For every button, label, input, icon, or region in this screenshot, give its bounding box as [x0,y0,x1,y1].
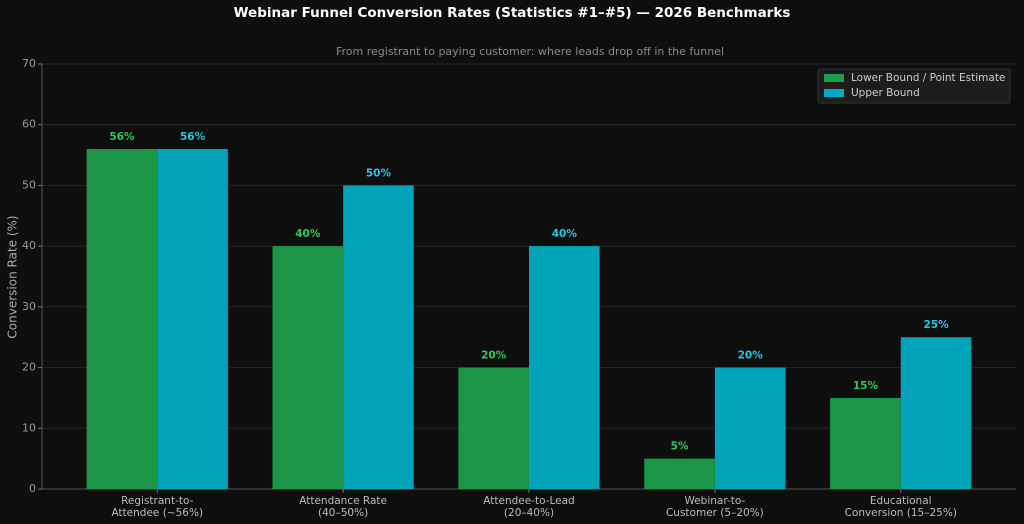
bar [343,185,414,489]
bar [86,149,158,489]
bar [644,458,715,489]
y-tick-label: 30 [22,300,36,313]
chart-title: Webinar Funnel Conversion Rates (Statist… [234,5,791,21]
x-tick-label: Attendance Rate [299,495,387,507]
value-label: 5% [671,441,689,453]
x-tick-label: (20–40%) [504,507,554,519]
legend-label: Lower Bound / Point Estimate [851,72,1005,84]
value-label: 25% [924,319,950,331]
value-label: 15% [853,380,879,392]
x-tick-label: Educational [870,495,932,507]
x-tick-label: Attendee-to-Lead [483,495,574,507]
bar [458,367,529,489]
bar [900,337,972,489]
bar [529,246,600,489]
value-label: 50% [366,167,392,179]
value-label: 40% [295,228,321,240]
value-label: 40% [552,228,578,240]
y-tick-label: 60 [22,118,36,131]
y-axis-label: Conversion Rate (%) [6,215,20,338]
legend-swatch [824,89,844,97]
x-tick-label: Customer (5–20%) [666,507,764,519]
legend-box [817,68,1011,104]
x-tick-label: Registrant-to- [121,495,194,507]
chart-subtitle: From registrant to paying customer: wher… [336,45,724,58]
y-tick-label: 20 [22,361,36,374]
bar [157,149,228,489]
legend-label: Upper Bound [851,87,920,99]
x-tick-label: Webinar-to- [684,495,745,507]
value-label: 20% [481,350,507,362]
bar [830,397,901,489]
legend: Lower Bound / Point Estimate Upper Bound [817,68,1011,104]
x-tick-label: Conversion (15–25%) [845,507,957,519]
value-label: 56% [109,131,135,143]
y-tick-label: 40 [22,239,36,252]
y-tick-label: 50 [22,178,36,191]
legend-swatch [824,74,844,82]
value-label: 56% [180,131,206,143]
x-tick-label: (40–50%) [318,507,368,519]
y-tick-label: 70 [22,57,36,70]
x-tick-label: Attendee (~56%) [111,507,203,519]
bar [272,246,344,489]
bar [714,367,786,489]
y-tick-label: 10 [22,421,36,434]
value-label: 20% [738,350,764,362]
y-tick-label: 0 [29,482,36,495]
